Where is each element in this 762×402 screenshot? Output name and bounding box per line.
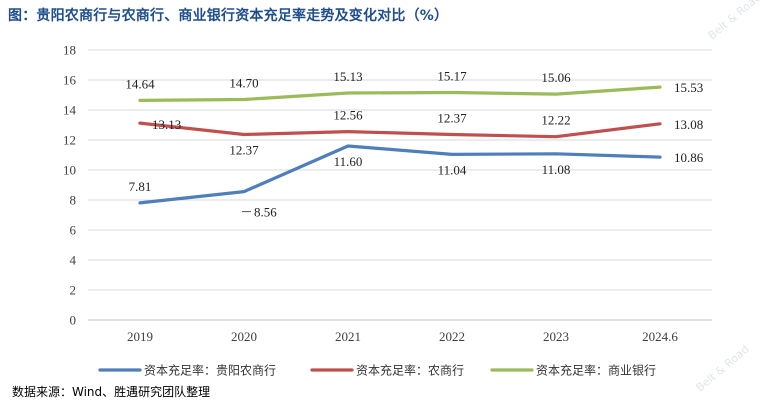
data-label: 13.13 bbox=[152, 117, 181, 132]
x-tick-label: 2023 bbox=[543, 329, 569, 344]
watermark: Belt & Road Belt & Road bbox=[694, 0, 762, 394]
data-label: 12.37 bbox=[229, 142, 259, 157]
data-label: 13.08 bbox=[674, 117, 703, 132]
y-tick-label: 12 bbox=[63, 133, 76, 148]
grid bbox=[88, 49, 712, 321]
data-label: 8.56 bbox=[254, 205, 277, 220]
x-tick-label: 2024.6 bbox=[642, 329, 678, 344]
x-axis: 2019 2020 2021 2022 2023 2024.6 bbox=[127, 329, 678, 344]
y-tick-label: 6 bbox=[70, 223, 77, 238]
data-labels: 7.81 8.56 11.60 11.04 11.08 10.86 13.13 12.37 12… bbox=[125, 68, 703, 219]
data-label: 15.06 bbox=[541, 70, 571, 85]
y-tick-label: 2 bbox=[70, 283, 77, 298]
y-tick-label: 10 bbox=[63, 163, 76, 178]
y-tick-label: 16 bbox=[63, 73, 77, 88]
series-line-3 bbox=[138, 85, 662, 103]
data-label: 14.70 bbox=[229, 76, 258, 91]
data-label: 11.60 bbox=[334, 154, 363, 169]
series-line-1 bbox=[138, 144, 662, 205]
y-tick-label: 0 bbox=[70, 313, 77, 328]
legend-label-1: 资本充足率：贵阳农商行 bbox=[144, 363, 276, 378]
data-label: 12.56 bbox=[333, 108, 363, 123]
data-label: 7.81 bbox=[129, 179, 152, 194]
legend-label-2: 资本充足率：农商行 bbox=[356, 363, 464, 378]
data-label: 11.04 bbox=[438, 162, 467, 177]
data-label: 11.08 bbox=[542, 162, 571, 177]
data-label: 15.13 bbox=[333, 69, 362, 84]
data-label: 15.17 bbox=[437, 68, 467, 83]
x-tick-label: 2020 bbox=[231, 329, 257, 344]
data-label: 14.64 bbox=[125, 76, 155, 91]
watermark-text-2: Belt & Road bbox=[694, 343, 752, 395]
chart-title: 图：贵阳农商行与农商行、商业银行资本充足率走势及变化对比（%） bbox=[8, 8, 449, 24]
legend: 资本充足率：贵阳农商行 资本充足率：农商行 资本充足率：商业银行 bbox=[98, 363, 656, 378]
data-label: 10.86 bbox=[674, 150, 704, 165]
y-tick-label: 4 bbox=[70, 253, 77, 268]
y-tick-label: 14 bbox=[63, 103, 77, 118]
series-group bbox=[138, 85, 662, 205]
y-axis: 0 2 4 6 8 10 12 14 16 18 bbox=[63, 43, 77, 328]
x-tick-label: 2022 bbox=[439, 329, 465, 344]
x-tick-label: 2019 bbox=[127, 329, 153, 344]
x-tick-label: 2021 bbox=[335, 329, 361, 344]
series-line-2 bbox=[138, 121, 662, 139]
watermark-text-1: Belt & Road bbox=[706, 0, 762, 42]
y-tick-label: 8 bbox=[70, 193, 77, 208]
data-label: 12.22 bbox=[541, 113, 570, 128]
data-label: 12.37 bbox=[437, 110, 467, 125]
source-note: 数据来源：Wind、胜遇研究团队整理 bbox=[12, 385, 211, 399]
data-label: 15.53 bbox=[674, 80, 703, 95]
legend-label-3: 资本充足率：商业银行 bbox=[536, 363, 656, 378]
y-tick-label: 18 bbox=[63, 43, 76, 58]
